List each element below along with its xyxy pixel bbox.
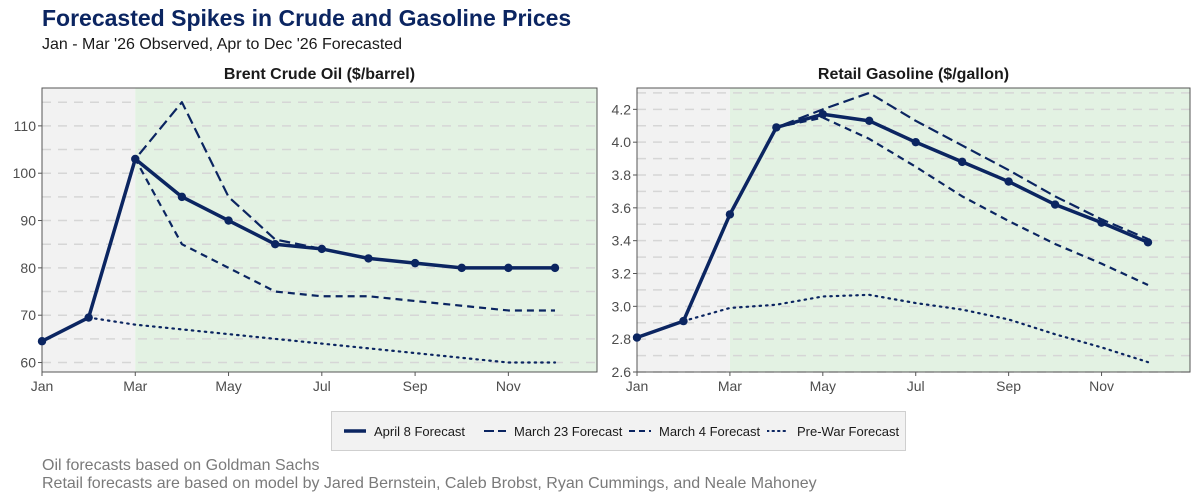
y-tick-label: 90 [20,213,36,229]
y-tick-label: 2.8 [612,331,632,347]
caption-oil-source: Oil forecasts based on Goldman Sachs [42,457,320,474]
panel-border [636,87,1191,373]
chart-panel-0: Brent Crude Oil ($/barrel) 60 70 80 90 100 110… [13,66,598,394]
panel-title: Brent Crude Oil ($/barrel) [224,66,415,83]
data-point [957,157,967,167]
y-tick-label: 100 [13,165,37,181]
data-point [457,263,466,273]
series-line-dotted [682,293,1150,364]
data-point [725,210,735,219]
legend-key-solid [344,429,366,433]
data-point [1004,177,1013,186]
y-tick-label: 2.6 [612,364,632,380]
y-tick-label: 3.0 [612,298,632,314]
data-point [504,263,513,273]
page-title: Forecasted Spikes in Crude and Gasoline … [42,5,572,31]
x-tick-label: Mar [718,378,742,394]
legend-key-longdash [484,430,506,432]
data-point [1143,238,1153,247]
y-tick-label: 3.4 [612,233,632,249]
legend: April 8 Forecast March 23 Forecast March… [331,411,906,451]
legend-item-prewar: Pre-War Forecast [767,412,899,450]
data-point [364,254,373,263]
series-line-solid [636,112,1149,340]
data-point [818,110,828,119]
legend-key-dash [629,430,651,432]
x-tick-label: Jan [31,378,54,394]
series-line-dotted [87,316,557,364]
legend-label: April 8 Forecast [374,423,466,439]
data-point [550,263,560,273]
x-tick-label: Sep [403,378,428,394]
caption-retail-source: Retail forecasts are based on model by J… [42,475,817,492]
y-tick-label: 60 [20,355,36,371]
data-point [772,123,781,132]
y-tick-label: 3.2 [612,266,632,282]
data-point [911,137,920,147]
chart-panel-1: Retail Gasoline ($/gallon) 2.6 2.8 3.0 3.2 3.… [612,66,1191,394]
y-tick-label: 80 [20,260,36,276]
legend-item-march4: March 4 Forecast [629,412,760,450]
legend-label: March 4 Forecast [659,423,761,439]
x-tick-label: Jul [907,378,925,394]
data-point [131,154,140,164]
observed-period-band [637,88,730,372]
y-tick-label: 4.2 [612,101,632,117]
data-point [865,116,874,126]
x-tick-label: Sep [996,378,1021,394]
legend-key-dotted [767,430,789,432]
data-point [317,244,327,254]
data-point [224,216,233,225]
y-tick-label: 3.6 [612,200,632,216]
legend-label: Pre-War Forecast [797,423,900,439]
x-tick-label: Jul [313,378,331,394]
panel-border [41,87,598,373]
x-tick-label: May [810,378,836,394]
x-tick-label: Mar [123,378,147,394]
panel-title: Retail Gasoline ($/gallon) [818,66,1009,83]
data-point [1097,218,1106,227]
data-point [632,333,642,342]
x-tick-label: May [215,378,241,394]
data-point [270,240,280,249]
y-tick-label: 3.8 [612,167,632,183]
data-point [1050,200,1060,209]
data-point [679,316,688,326]
observed-period-band [42,88,136,372]
data-point [410,258,420,268]
forecast-period-band [135,88,598,372]
series-line-solid [41,157,555,343]
y-tick-label: 70 [20,307,36,323]
series-line-dash [41,157,555,343]
legend-item-march23: March 23 Forecast [484,412,622,450]
x-tick-label: Nov [496,378,521,394]
x-tick-label: Jan [626,378,649,394]
data-point [37,337,47,346]
data-point [177,192,187,202]
data-point [84,313,93,322]
page-subtitle: Jan - Mar '26 Observed, Apr to Dec '26 F… [42,36,403,53]
legend-label: March 23 Forecast [514,423,623,439]
x-tick-label: Nov [1089,378,1114,394]
forecast-period-band [729,88,1190,372]
y-tick-label: 110 [14,118,37,134]
legend-item-april8: April 8 Forecast [344,412,465,450]
y-tick-label: 4.0 [612,134,632,150]
charts-canvas: Brent Crude Oil ($/barrel) 60 70 80 90 100 110… [13,66,1191,394]
